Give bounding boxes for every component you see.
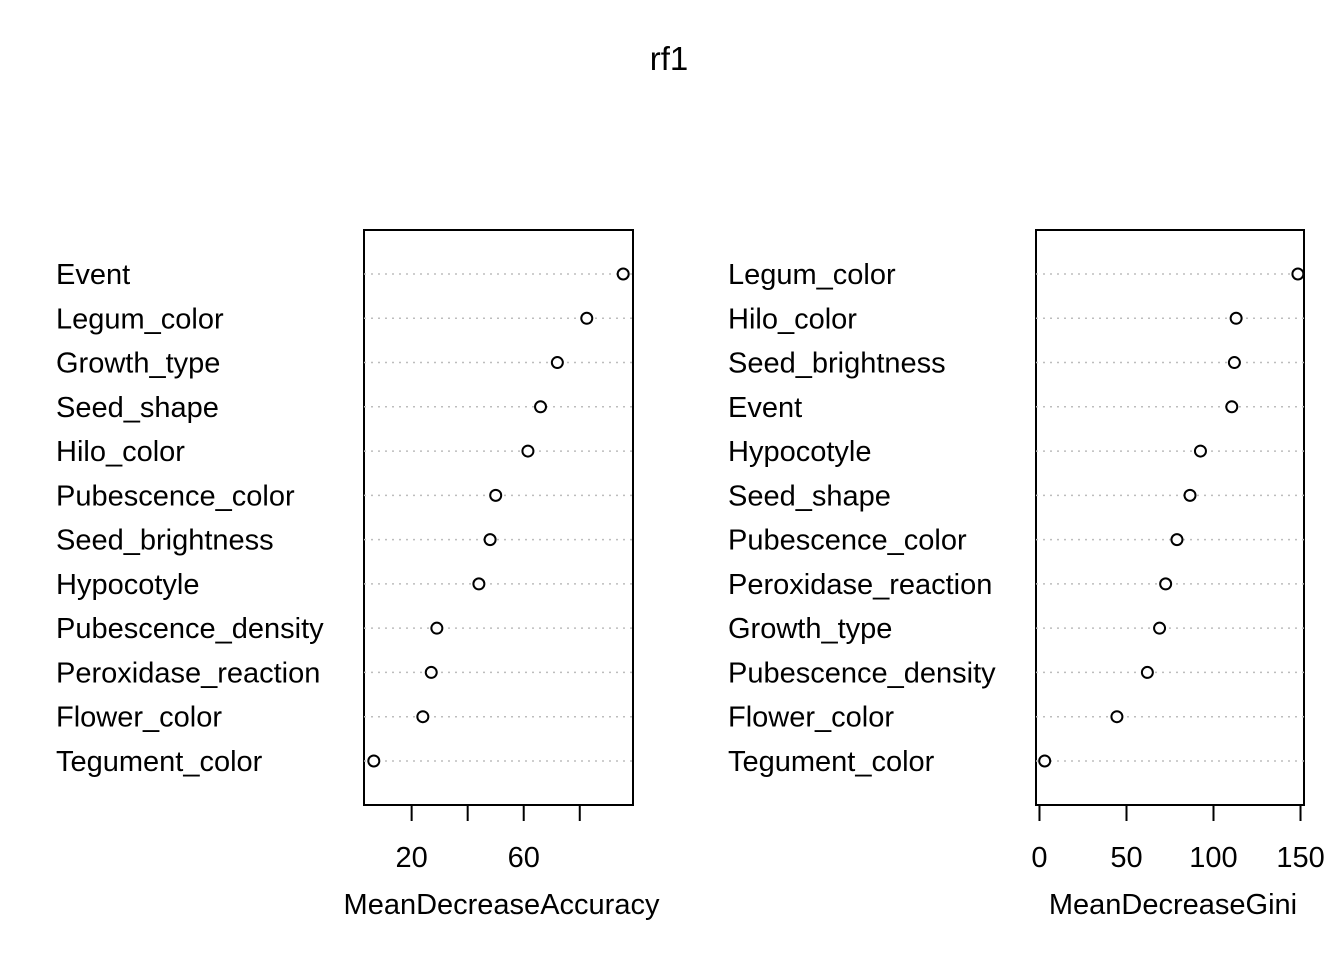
category-label: Seed_shape [56,392,219,424]
x-tick-label: 20 [396,842,428,874]
data-point [1140,665,1154,679]
category-label: Hilo_color [728,303,857,335]
category-label: Growth_type [56,348,220,380]
category-label: Legum_color [56,303,224,335]
category-label: Pubescence_color [56,480,295,512]
x-tick-label: 60 [508,842,540,874]
panel-gini: Legum_color Hilo_color Seed_brightness Even… [728,229,1325,921]
data-point [1110,710,1124,724]
data-point [521,444,535,458]
category-label: Flower_color [56,702,222,734]
category-label: Hypocotyle [56,569,199,601]
category-label: Flower_color [728,702,894,734]
data-point [1229,311,1243,325]
data-point [483,533,497,547]
data-point [1183,488,1197,502]
data-point [489,488,503,502]
category-label: Peroxidase_reaction [728,569,992,601]
category-label: Legum_color [728,259,896,291]
category-label: Peroxidase_reaction [56,657,320,689]
data-point [1193,444,1207,458]
data-point [430,621,444,635]
x-tick-label: 150 [1276,842,1324,874]
category-label: Tegument_color [56,746,263,778]
data-point [424,665,438,679]
category-label: Pubescence_color [728,525,967,557]
category-label: Pubescence_density [728,657,996,689]
category-label: Hypocotyle [728,436,871,468]
data-point [1227,356,1241,370]
plot-frame [363,229,634,806]
category-label: Seed_brightness [728,348,946,380]
category-label: Seed_brightness [56,525,274,557]
data-point [472,577,486,591]
x-tick-label: 100 [1189,842,1237,874]
category-label: Tegument_color [728,746,935,778]
data-point [534,400,548,414]
category-label: Event [56,259,130,291]
data-point [416,710,430,724]
data-point [550,356,564,370]
category-label: Event [728,392,802,424]
data-point [1153,621,1167,635]
x-axis-label: MeanDecreaseGini [1049,889,1297,921]
data-point [1038,754,1052,768]
data-point [616,267,630,281]
data-point [1225,400,1239,414]
category-label: Growth_type [728,613,892,645]
data-point [1291,267,1305,281]
category-label: Pubescence_density [56,613,324,645]
data-point [580,311,594,325]
data-point [1170,533,1184,547]
panels: Event Legum_color Growth_type Seed_shape Hil… [56,229,1325,921]
data-point [367,754,381,768]
plot-frame [1035,229,1305,806]
category-label: Seed_shape [728,480,891,512]
x-tick-label: 50 [1110,842,1142,874]
category-label: Hilo_color [56,436,185,468]
x-axis-label: MeanDecreaseAccuracy [344,889,660,921]
x-tick-label: 0 [1031,842,1047,874]
data-point [1159,577,1173,591]
chart-title: rf1 [650,40,689,77]
panel-accuracy: Event Legum_color Growth_type Seed_shape Hil… [56,229,660,921]
